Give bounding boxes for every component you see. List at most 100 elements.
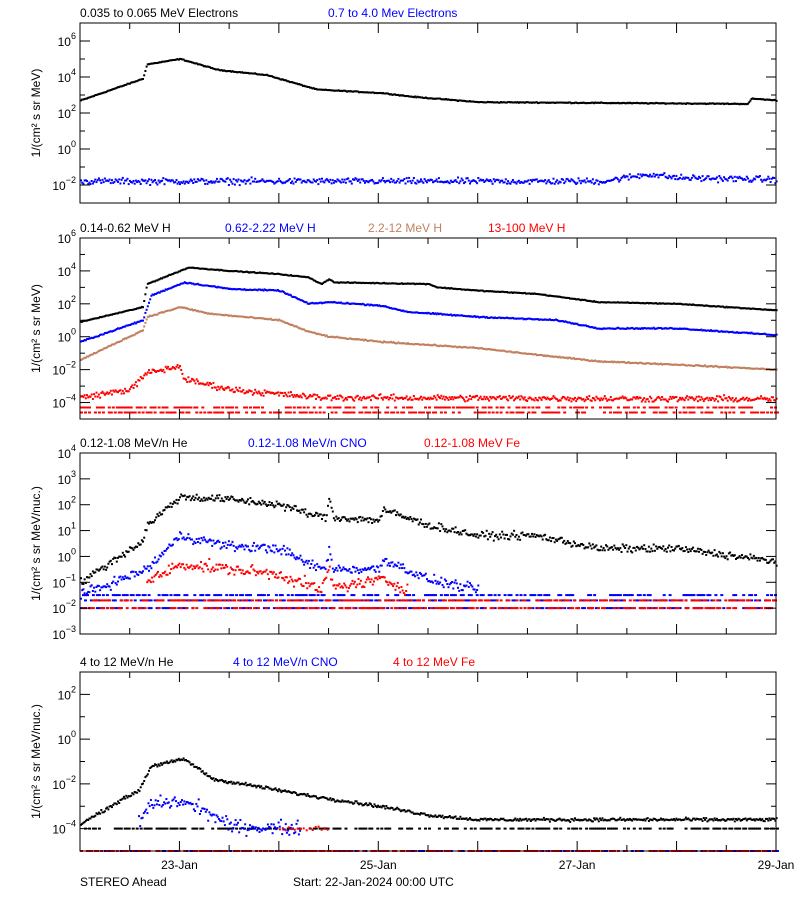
data-point: [486, 316, 489, 319]
data-point: [441, 98, 444, 101]
data-point: [332, 396, 335, 399]
data-point: [696, 364, 699, 367]
data-point: [213, 68, 216, 70]
floor-point: [262, 411, 266, 414]
data-point: [659, 547, 662, 549]
data-point: [696, 304, 699, 307]
data-point: [325, 89, 328, 91]
data-point: [364, 91, 366, 94]
data-point: [186, 495, 189, 498]
data-point: [251, 180, 254, 183]
data-point: [193, 499, 196, 501]
data-point: [469, 534, 471, 537]
data-point: [764, 368, 767, 371]
data-point: [479, 178, 482, 181]
data-point: [256, 392, 259, 395]
data-point: [156, 560, 159, 563]
data-point: [498, 395, 501, 398]
data-point: [134, 332, 137, 335]
data-point: [460, 346, 463, 349]
data-point: [437, 522, 440, 525]
data-point: [587, 180, 590, 183]
data-point: [204, 383, 207, 386]
data-point: [531, 398, 533, 401]
data-point: [409, 343, 412, 346]
data-point: [637, 173, 640, 176]
data-point: [519, 101, 522, 104]
data-point: [562, 320, 564, 323]
data-point: [576, 398, 579, 401]
data-point: [670, 302, 673, 305]
data-point: [743, 307, 746, 310]
data-point: [233, 314, 236, 317]
data-point: [261, 317, 264, 320]
data-point: [502, 181, 505, 184]
data-point: [226, 543, 229, 546]
floor-point: [445, 406, 449, 409]
data-point: [587, 398, 590, 400]
data-point: [467, 288, 470, 291]
data-point: [381, 559, 384, 562]
data-point: [747, 557, 749, 559]
data-point: [739, 331, 742, 334]
data-point: [412, 311, 415, 314]
data-point: [149, 314, 152, 317]
data-point: [173, 366, 176, 369]
data-point: [266, 179, 269, 182]
data-point: [229, 314, 232, 317]
data-point: [301, 560, 304, 563]
data-point: [194, 542, 197, 544]
floor-point: [199, 594, 203, 597]
data-point: [117, 391, 119, 394]
data-point: [393, 93, 396, 96]
data-point: [285, 322, 288, 324]
data-point: [562, 395, 564, 398]
data-point: [211, 285, 214, 288]
data-point: [367, 339, 370, 342]
data-point: [488, 348, 491, 350]
data-point: [575, 101, 578, 104]
data-point: [280, 319, 283, 322]
data-point: [126, 390, 129, 393]
data-point: [318, 301, 321, 304]
data-point: [553, 102, 556, 104]
data-point: [94, 395, 97, 398]
data-point: [329, 336, 332, 338]
data-point: [331, 510, 334, 513]
data-point: [723, 103, 726, 106]
data-point: [410, 95, 413, 98]
data-point: [91, 337, 94, 339]
data-point: [269, 75, 272, 78]
data-point: [572, 322, 575, 325]
data-point: [642, 547, 644, 550]
data-point: [335, 89, 338, 92]
data-point: [733, 175, 736, 178]
data-point: [117, 556, 119, 559]
floor-point: [199, 411, 203, 414]
floor-point: [746, 406, 750, 409]
data-point: [187, 308, 190, 310]
data-point: [306, 302, 309, 305]
data-point: [601, 360, 604, 363]
data-point: [647, 545, 650, 548]
data-point: [507, 538, 510, 540]
data-point: [229, 389, 232, 392]
data-point: [327, 279, 329, 282]
floor-point: [185, 594, 189, 597]
floor-point: [662, 411, 666, 414]
data-point: [402, 515, 405, 518]
data-point: [760, 557, 763, 560]
data-point: [661, 302, 664, 305]
data-point: [239, 71, 242, 74]
data-point: [467, 398, 470, 401]
data-point: [627, 547, 630, 550]
data-point: [406, 342, 409, 345]
data-point: [127, 82, 130, 85]
data-point: [668, 544, 671, 547]
floor-point: [251, 411, 254, 414]
data-point: [738, 399, 741, 402]
data-point: [535, 293, 538, 295]
data-point: [119, 555, 122, 558]
data-point: [253, 316, 255, 319]
data-point: [712, 102, 715, 105]
